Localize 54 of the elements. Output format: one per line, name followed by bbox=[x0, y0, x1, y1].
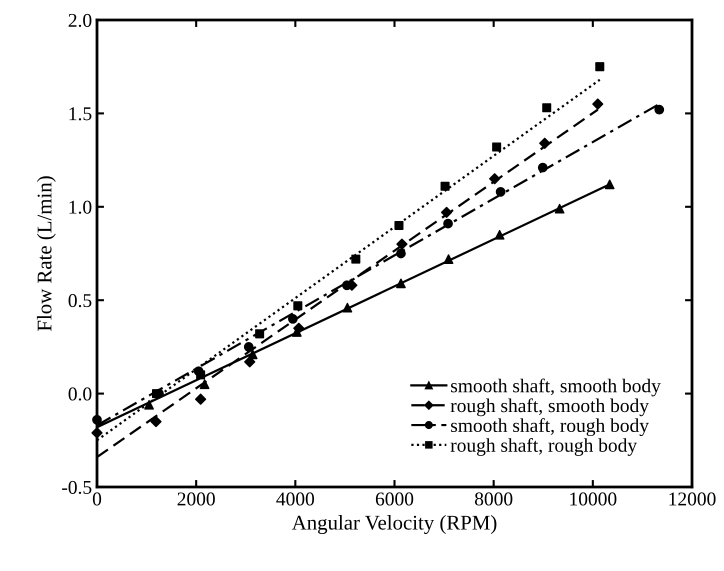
point bbox=[489, 173, 500, 184]
point bbox=[595, 62, 604, 72]
point bbox=[92, 414, 102, 425]
legend-label: smooth shaft, smooth body bbox=[451, 378, 661, 396]
y-tick-label: 2.0 bbox=[68, 14, 92, 28]
point bbox=[244, 342, 254, 352]
point bbox=[195, 394, 206, 405]
point bbox=[440, 182, 450, 191]
point bbox=[91, 427, 103, 438]
x-axis-title: Angular Velocity (RPM) bbox=[292, 515, 496, 534]
point bbox=[542, 103, 552, 112]
point bbox=[554, 204, 564, 214]
point bbox=[293, 322, 304, 334]
legend-label: rough shaft, rough body bbox=[450, 438, 638, 456]
point bbox=[496, 186, 506, 197]
point bbox=[539, 138, 550, 149]
point bbox=[244, 356, 256, 368]
point bbox=[444, 254, 454, 264]
point bbox=[604, 180, 615, 190]
point bbox=[538, 162, 548, 172]
point bbox=[288, 314, 298, 324]
legend-label: smooth shaft, rough body bbox=[451, 418, 649, 436]
point bbox=[396, 248, 406, 258]
point bbox=[394, 220, 404, 230]
point bbox=[293, 301, 302, 310]
x-tick-label: 0 bbox=[92, 492, 102, 506]
point bbox=[396, 238, 408, 250]
y-tick-label: -0.5 bbox=[62, 480, 92, 494]
x-tick-label: 2000 bbox=[178, 492, 215, 506]
point bbox=[255, 329, 264, 338]
point bbox=[492, 142, 502, 152]
y-tick-label: 1.5 bbox=[70, 107, 92, 120]
point bbox=[396, 278, 406, 288]
point bbox=[144, 400, 154, 410]
y-axis-title: Flow Rate (L/min) bbox=[36, 176, 56, 332]
point bbox=[592, 98, 604, 110]
point bbox=[440, 206, 452, 218]
y-tick-label: 0.0 bbox=[68, 387, 92, 401]
x-tick-label: 10000 bbox=[570, 492, 616, 506]
point bbox=[654, 104, 664, 115]
x-tick-label: 12000 bbox=[669, 492, 716, 506]
point bbox=[342, 302, 352, 313]
point bbox=[196, 370, 206, 380]
x-tick-label: 6000 bbox=[376, 492, 414, 506]
point bbox=[200, 379, 210, 390]
legend-label: rough shaft, smooth body bbox=[450, 398, 649, 416]
point bbox=[351, 254, 360, 264]
point bbox=[494, 230, 504, 240]
point bbox=[443, 218, 453, 228]
y-tick-label: 0.5 bbox=[68, 294, 92, 308]
point bbox=[150, 416, 162, 428]
x-tick-label: 8000 bbox=[474, 492, 512, 506]
y-tick-label: 1.0 bbox=[70, 200, 92, 214]
x-tick-label: 4000 bbox=[276, 492, 314, 506]
